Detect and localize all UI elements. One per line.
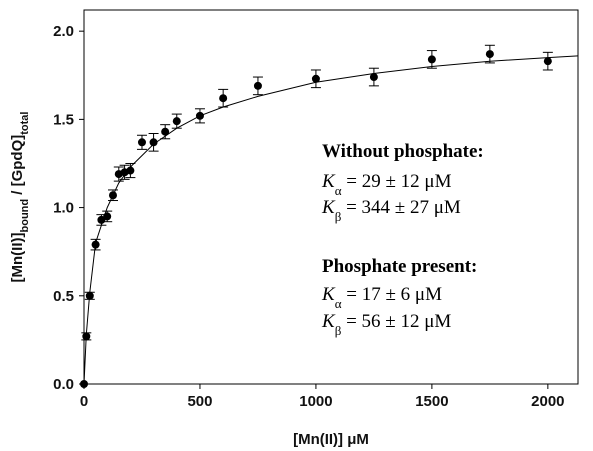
y-label-sub: bound: [19, 199, 31, 233]
data-point: [85, 291, 94, 300]
data-point: [253, 81, 262, 90]
constant-symbol: K: [321, 197, 336, 218]
annotation-heading: Phosphate present:: [322, 256, 477, 277]
y-axis-label: [Mn(II)]bound / [GpdQ]total: [9, 112, 31, 283]
annotation-line: Kα = 17 ± 6 μM: [321, 284, 442, 311]
data-point: [195, 111, 204, 120]
constant-symbol: K: [321, 171, 336, 192]
constant-sub: β: [335, 323, 342, 338]
constant-symbol: K: [321, 311, 336, 332]
y-tick-label: 1.0: [53, 200, 74, 217]
annotation-line: Kβ = 344 ± 27 μM: [321, 197, 461, 224]
x-tick-label: 500: [187, 393, 212, 410]
constant-sub: α: [335, 296, 342, 311]
annotation-line: Kβ = 56 ± 12 μM: [321, 311, 451, 338]
plot-frame: [83, 9, 579, 385]
x-tick-label: 1000: [299, 393, 332, 410]
y-label-sub: total: [19, 112, 31, 135]
data-point: [427, 55, 436, 64]
data-point: [543, 57, 552, 66]
data-point: [103, 212, 112, 221]
constant-value: = 17 ± 6 μM: [342, 284, 443, 305]
constant-value: = 29 ± 12 μM: [342, 171, 452, 192]
constant-sub: α: [335, 183, 342, 198]
data-point: [311, 74, 320, 83]
y-tick-label: 0.5: [53, 288, 74, 305]
data-point: [82, 332, 91, 341]
y-tick-label: 0.0: [53, 376, 74, 393]
fit-curve: [83, 55, 579, 385]
annotation-line: Kα = 29 ± 12 μM: [321, 171, 452, 198]
data-point: [108, 191, 117, 200]
data-point: [91, 240, 100, 249]
data-point: [80, 380, 88, 388]
data-point: [485, 50, 494, 59]
x-tick-label: 1500: [415, 393, 448, 410]
constant-value: = 344 ± 27 μM: [341, 197, 461, 218]
constant-value: = 56 ± 12 μM: [341, 311, 451, 332]
x-axis-label: [Mn(II)] μM: [293, 431, 369, 448]
constant-symbol: K: [321, 284, 336, 305]
data-point: [172, 117, 181, 126]
annotation-heading: Without phosphate:: [322, 141, 484, 162]
data-point: [369, 73, 378, 82]
x-tick-label: 0: [80, 393, 88, 410]
y-label-text: / [GpdQ]: [9, 135, 26, 199]
y-tick-label: 2.0: [53, 23, 74, 40]
x-tick-label: 2000: [531, 393, 564, 410]
y-label-text: [Mn(II)]: [9, 233, 26, 283]
data-point: [126, 166, 135, 175]
data-point: [219, 94, 228, 103]
data-point: [149, 138, 158, 147]
y-tick-label: 1.5: [53, 111, 74, 128]
data-point: [137, 138, 146, 147]
constant-sub: β: [335, 209, 342, 224]
data-point: [161, 127, 170, 136]
